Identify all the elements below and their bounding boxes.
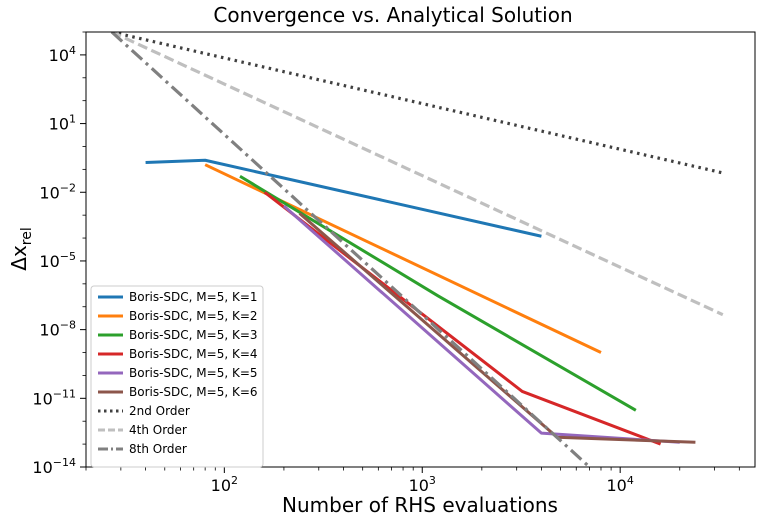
series-line-1	[145, 158, 542, 238]
y-tick-exp: 4	[69, 44, 76, 57]
series-line-5	[282, 204, 680, 444]
x-axis: 102 103 104	[85, 467, 740, 495]
y-tick-label-6: 101	[49, 113, 76, 134]
legend-label-4: Boris-SDC, M=5, K=4	[129, 347, 258, 361]
y-tick-base: 10	[39, 183, 59, 202]
y-tick-exp: −2	[60, 181, 76, 194]
y-tick-base: 10	[49, 46, 69, 65]
series-line-3	[239, 174, 637, 412]
series-line-7	[111, 32, 724, 175]
x-tick-base: 10	[211, 476, 231, 495]
y-tick-exp: 1	[69, 113, 76, 126]
x-tick-label-1: 102	[211, 474, 238, 495]
x-tick-exp: 2	[231, 474, 238, 487]
legend-label-1: Boris-SDC, M=5, K=1	[129, 290, 258, 304]
x-tick-label-2: 103	[409, 474, 436, 495]
y-tick-label-7: 104	[49, 44, 76, 65]
y-tick-label-2: 10−11	[32, 387, 76, 408]
x-tick-exp: 3	[429, 474, 436, 487]
y-axis-label-sub: rel	[19, 227, 35, 245]
y-tick-exp: −14	[53, 456, 76, 469]
legend-label-9: 8th Order	[129, 442, 187, 456]
y-axis-label-base: Δx	[7, 245, 31, 271]
y-tick-base: 10	[39, 252, 59, 271]
x-tick-base: 10	[606, 476, 626, 495]
y-tick-label-1: 10−14	[32, 456, 76, 477]
series-line-8	[111, 32, 724, 317]
y-tick-base: 10	[32, 389, 52, 408]
legend-label-6: Boris-SDC, M=5, K=6	[129, 385, 258, 399]
y-tick-label-5: 10−2	[39, 181, 76, 202]
legend-label-8: 4th Order	[129, 423, 187, 437]
y-tick-exp: −11	[53, 387, 76, 400]
plot-frame	[85, 31, 756, 468]
legend: Boris-SDC, M=5, K=1 Boris-SDC, M=5, K=2 Bo…	[90, 285, 264, 468]
y-tick-label-3: 10−8	[39, 319, 76, 340]
y-tick-exp: −8	[60, 319, 76, 332]
x-tick-label-3: 104	[606, 474, 633, 495]
y-tick-base: 10	[32, 458, 52, 477]
y-tick-base: 10	[49, 115, 69, 134]
legend-label-5: Boris-SDC, M=5, K=5	[129, 366, 258, 380]
plot-area	[110, 32, 724, 467]
legend-label-3: Boris-SDC, M=5, K=3	[129, 328, 258, 342]
legend-label-7: 2nd Order	[129, 404, 190, 418]
y-tick-label-4: 10−5	[39, 250, 76, 271]
y-tick-base: 10	[39, 321, 59, 340]
y-axis-label: Δxrel	[7, 227, 35, 270]
x-tick-exp: 4	[627, 474, 634, 487]
legend-box	[90, 285, 264, 468]
chart-title: Convergence vs. Analytical Solution	[213, 3, 572, 27]
series-line-4	[263, 191, 662, 446]
x-axis-label: Number of RHS evaluations	[282, 493, 558, 517]
legend-label-2: Boris-SDC, M=5, K=2	[129, 309, 258, 323]
y-tick-exp: −5	[60, 250, 76, 263]
x-tick-base: 10	[409, 476, 429, 495]
